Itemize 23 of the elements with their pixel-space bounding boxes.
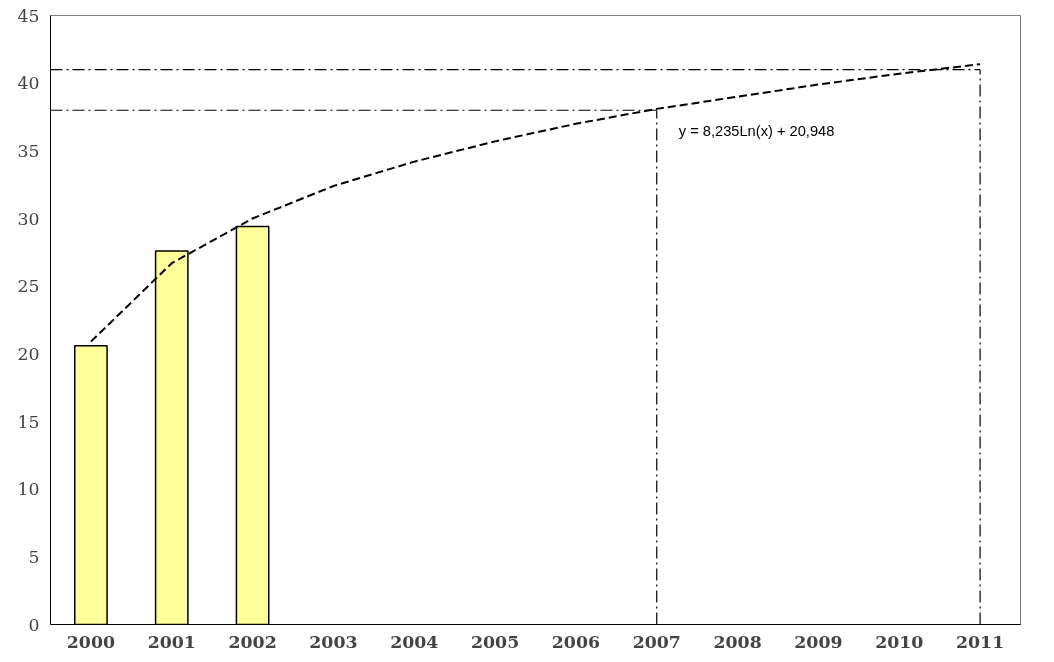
- x-tick-label: 2005: [470, 631, 520, 652]
- y-tick-label: 45: [17, 5, 40, 26]
- x-tick-label: 2000: [66, 631, 116, 652]
- x-tick-label: 2002: [228, 631, 277, 652]
- x-tick-label: 2010: [875, 631, 924, 652]
- x-tick-label: 2011: [955, 631, 1005, 652]
- x-tick-label: 2001: [147, 631, 196, 652]
- x-tick-label: 2008: [713, 631, 762, 652]
- y-tick-label: 5: [28, 546, 40, 567]
- y-tick-label: 10: [17, 479, 40, 500]
- annotation: y = 8,235Ln(x) + 20,948: [678, 122, 835, 139]
- y-tick-label: 0: [28, 614, 40, 635]
- y-tick-label: 20: [17, 343, 40, 364]
- x-tick-label: 2009: [794, 631, 843, 652]
- y-tick-label: 30: [17, 208, 40, 229]
- x-tick-label: 2006: [551, 631, 601, 652]
- x-tick-label: 2004: [390, 631, 439, 652]
- x-tick-label: 2003: [309, 631, 358, 652]
- y-tick-label: 35: [17, 140, 40, 161]
- x-tick-label: 2007: [632, 631, 681, 652]
- y-tick-label: 25: [17, 276, 40, 297]
- y-tick-label: 15: [17, 411, 40, 432]
- y-tick-label: 40: [17, 73, 40, 94]
